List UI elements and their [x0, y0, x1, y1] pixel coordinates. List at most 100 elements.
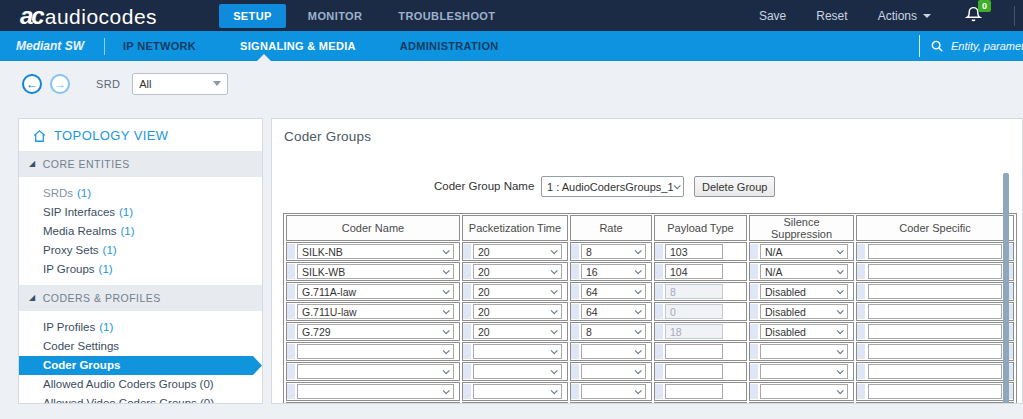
delete-group-button[interactable]: Delete Group [694, 176, 775, 197]
coder-specific-input[interactable] [868, 264, 1002, 279]
actions-menu-button[interactable]: Actions [878, 9, 931, 23]
table-row [286, 382, 1014, 401]
secondary-nav-tab[interactable]: IP NETWORK [123, 40, 196, 52]
chevron-down-icon [551, 247, 558, 254]
coder-name-select[interactable]: SILK-WB [297, 264, 454, 279]
payload-type-input[interactable]: 18 [665, 324, 723, 339]
sidebar-item[interactable]: SRDs(1) [19, 184, 262, 203]
srd-toolbar: ← → SRD All [0, 61, 1023, 106]
coder-name-select[interactable] [297, 364, 454, 379]
save-button[interactable]: Save [759, 9, 786, 23]
coder-table-header-row: Coder Name Packetization Time Rate Paylo… [286, 215, 1014, 241]
coder-specific-input[interactable] [868, 344, 1002, 359]
coder-specific-input[interactable] [868, 364, 1002, 379]
chevron-down-icon [551, 347, 558, 354]
rate-select[interactable]: 8 [581, 244, 646, 259]
notifications-bell-button[interactable]: 0 [965, 5, 982, 27]
top-bar: ac audiocodes SETUP MONITOR TROUBLESHOOT… [0, 0, 1023, 31]
packetization-time-select[interactable] [473, 364, 562, 379]
sidebar-item[interactable]: IP Profiles(1) [19, 318, 262, 337]
sidebar-item[interactable]: Allowed Audio Coders Groups (0) [19, 375, 262, 394]
packetization-time-select[interactable] [473, 384, 562, 399]
silence-suppression-select[interactable]: Disabled [760, 324, 848, 339]
payload-type-input[interactable] [665, 344, 723, 359]
silence-suppression-select[interactable] [760, 364, 848, 379]
column-header: Rate [570, 215, 652, 241]
table-row: G.729 20 8 [286, 322, 1014, 341]
packetization-time-select[interactable]: 20 [473, 324, 562, 339]
chevron-down-icon [443, 327, 450, 334]
payload-type-input[interactable] [665, 364, 723, 379]
silence-suppression-select[interactable]: N/A [760, 264, 848, 279]
silence-suppression-select[interactable] [760, 384, 848, 399]
forward-button[interactable]: → [50, 74, 70, 94]
packetization-time-select[interactable]: 20 [473, 304, 562, 319]
rate-select[interactable] [581, 384, 646, 399]
packetization-time-select[interactable]: 20 [473, 264, 562, 279]
packetization-time-select[interactable]: 20 [473, 244, 562, 259]
silence-suppression-select[interactable] [760, 344, 848, 359]
group-selector-row: Coder Group Name 1 : AudioCodersGroups_1… [272, 176, 1022, 198]
chevron-down-icon [635, 287, 642, 294]
coder-name-select[interactable]: SILK-NB [297, 244, 454, 259]
main-content-panel: Coder Groups Coder Group Name 1 : AudioC… [271, 118, 1023, 404]
reset-button[interactable]: Reset [816, 9, 847, 23]
primary-nav-tab[interactable]: SETUP [219, 4, 286, 28]
payload-type-input[interactable]: 103 [665, 244, 723, 259]
chevron-down-icon [443, 267, 450, 274]
primary-nav-tab[interactable]: MONITOR [294, 4, 377, 28]
coder-specific-input[interactable] [868, 284, 1002, 299]
coder-name-select[interactable] [297, 384, 454, 399]
secondary-nav-tab[interactable]: ADMINISTRATION [400, 40, 499, 52]
back-button[interactable]: ← [22, 74, 42, 94]
primary-nav-tab[interactable]: TROUBLESHOOT [384, 4, 509, 28]
sidebar-item[interactable]: Allowed Video Coders Groups (0) [19, 394, 262, 404]
rate-select[interactable] [581, 364, 646, 379]
audiocodes-logo: ac audiocodes [20, 2, 157, 30]
silence-suppression-select[interactable]: Disabled [760, 284, 848, 299]
sidebar-item[interactable]: Coder Settings [19, 337, 262, 356]
srd-dropdown[interactable]: All [132, 73, 228, 95]
packetization-time-select[interactable] [473, 344, 562, 359]
sidebar-item[interactable]: IP Groups(1) [19, 260, 262, 279]
sidebar-item[interactable]: Coder Groups [19, 356, 262, 375]
coder-name-select[interactable]: G.729 [297, 324, 454, 339]
search-placeholder: Entity, paramete [951, 40, 1023, 52]
rate-select[interactable] [581, 344, 646, 359]
sidebar-item[interactable]: SIP Interfaces(1) [19, 203, 262, 222]
packetization-time-select[interactable]: 20 [473, 284, 562, 299]
chevron-down-icon [837, 287, 844, 294]
payload-type-input[interactable]: 104 [665, 264, 723, 279]
chevron-down-icon [635, 387, 642, 394]
coder-specific-input[interactable] [868, 304, 1002, 319]
navigation-sidebar: TOPOLOGY VIEW ◢ CORE ENTITIES SRDs(1) SI… [18, 118, 263, 404]
payload-type-input[interactable]: 8 [665, 284, 723, 299]
coder-name-select[interactable]: G.711A-law [297, 284, 454, 299]
silence-suppression-select[interactable]: N/A [760, 244, 848, 259]
section-core-entities[interactable]: ◢ CORE ENTITIES [19, 151, 262, 177]
coder-specific-input[interactable] [868, 244, 1002, 259]
table-row [286, 342, 1014, 361]
coder-name-select[interactable]: G.711U-law [297, 304, 454, 319]
sidebar-item[interactable]: Media Realms(1) [19, 222, 262, 241]
rate-select[interactable]: 64 [581, 304, 646, 319]
secondary-nav-tab[interactable]: SIGNALING & MEDIA [240, 40, 356, 52]
coder-specific-input[interactable] [868, 324, 1002, 339]
global-search[interactable]: Entity, paramete [919, 31, 1023, 61]
silence-suppression-select[interactable]: Disabled [760, 304, 848, 319]
coder-specific-input[interactable] [868, 384, 1002, 399]
chevron-down-icon [551, 307, 558, 314]
rate-select[interactable]: 64 [581, 284, 646, 299]
logo-mark: ac [20, 2, 43, 30]
rate-select[interactable]: 16 [581, 264, 646, 279]
vertical-scrollbar[interactable] [1003, 173, 1009, 404]
sidebar-item[interactable]: Proxy Sets(1) [19, 241, 262, 260]
payload-type-input[interactable]: 0 [665, 304, 723, 319]
payload-type-input[interactable] [665, 384, 723, 399]
rate-select[interactable]: 8 [581, 324, 646, 339]
coder-group-name-dropdown[interactable]: 1 : AudioCodersGroups_1 [541, 176, 684, 197]
coder-name-select[interactable] [297, 344, 454, 359]
section-coders-profiles[interactable]: ◢ CODERS & PROFILES [19, 285, 262, 311]
chevron-down-icon [837, 247, 844, 254]
topology-view-link[interactable]: TOPOLOGY VIEW [19, 119, 262, 151]
